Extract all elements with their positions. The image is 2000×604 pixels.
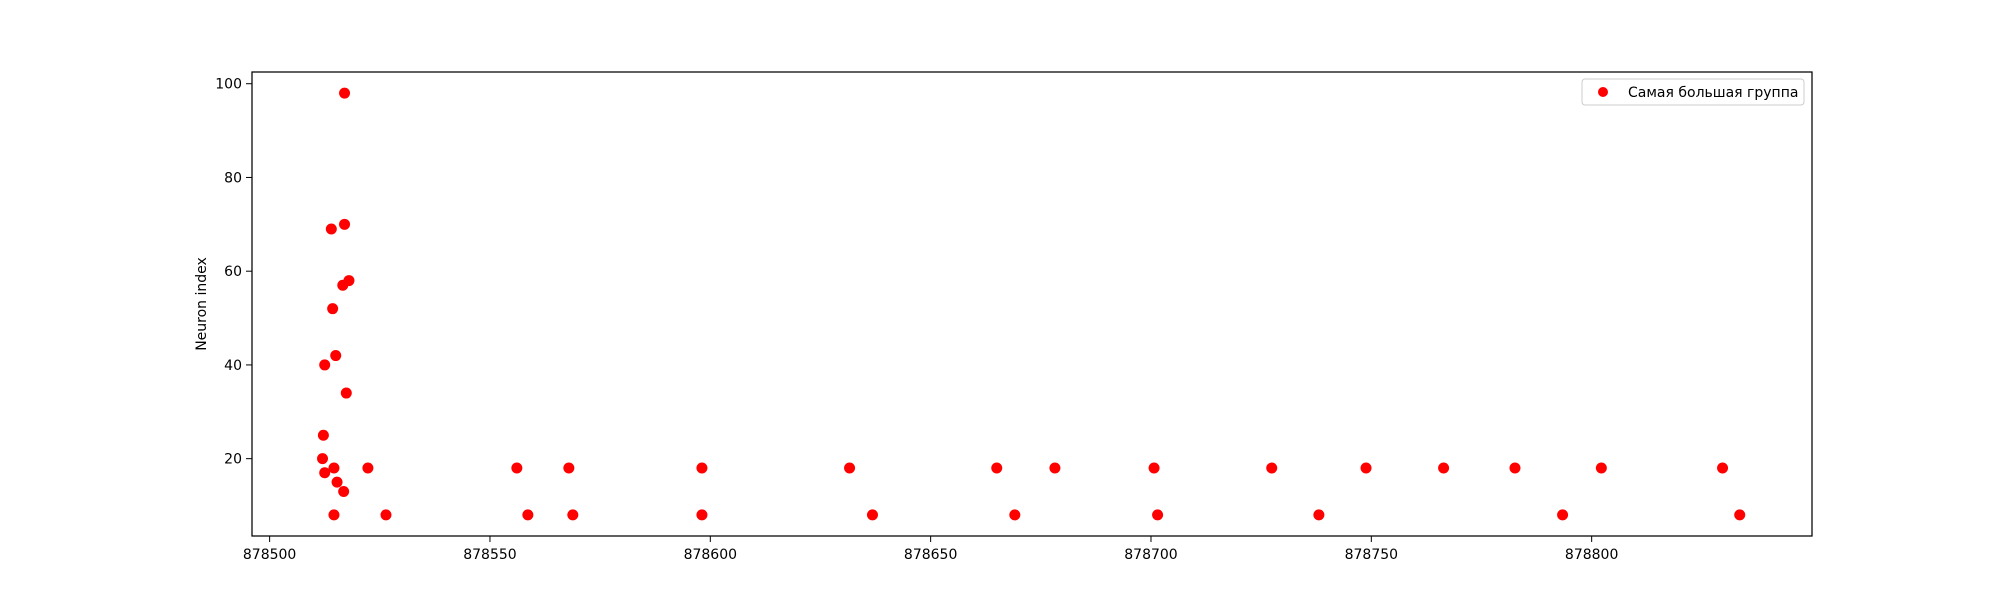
data-point bbox=[696, 462, 708, 474]
data-points bbox=[317, 87, 1746, 521]
data-point bbox=[1595, 462, 1607, 474]
legend: Самая большая группа bbox=[1581, 78, 1805, 106]
x-tick-label: 878800 bbox=[1565, 547, 1618, 563]
data-point bbox=[325, 223, 337, 235]
data-point bbox=[991, 462, 1003, 474]
y-tick-label: 80 bbox=[224, 170, 242, 186]
data-point bbox=[1360, 462, 1372, 474]
data-point bbox=[380, 509, 392, 521]
data-point bbox=[1557, 509, 1569, 521]
data-point bbox=[330, 350, 342, 362]
data-point bbox=[1009, 509, 1021, 521]
data-point bbox=[1509, 462, 1521, 474]
data-point bbox=[511, 462, 523, 474]
data-point bbox=[340, 387, 352, 399]
legend-marker bbox=[1598, 87, 1608, 97]
data-point bbox=[1717, 462, 1729, 474]
data-point bbox=[1734, 509, 1746, 521]
data-point bbox=[1438, 462, 1450, 474]
data-point bbox=[317, 429, 329, 441]
data-point bbox=[563, 462, 575, 474]
data-point bbox=[331, 476, 343, 488]
data-point bbox=[866, 509, 878, 521]
x-tick-label: 878550 bbox=[463, 547, 516, 563]
data-point bbox=[567, 509, 579, 521]
data-point bbox=[327, 303, 339, 315]
y-axis-label: Neuron index bbox=[194, 257, 210, 351]
x-tick-label: 878750 bbox=[1345, 547, 1398, 563]
data-point bbox=[1152, 509, 1164, 521]
data-point bbox=[522, 509, 534, 521]
data-point bbox=[338, 485, 350, 497]
plot-frame bbox=[251, 71, 1813, 537]
data-point bbox=[1266, 462, 1278, 474]
y-tick-label: 60 bbox=[224, 264, 242, 280]
x-tick-label: 878650 bbox=[904, 547, 957, 563]
data-point bbox=[339, 87, 351, 99]
legend-label: Самая большая группа bbox=[1628, 85, 1798, 101]
y-tick-label: 20 bbox=[224, 452, 242, 468]
data-point bbox=[328, 462, 340, 474]
data-point bbox=[1313, 509, 1325, 521]
y-tick-label: 100 bbox=[215, 77, 242, 93]
data-point bbox=[696, 509, 708, 521]
data-point bbox=[343, 275, 355, 287]
data-point bbox=[319, 359, 331, 371]
data-point bbox=[339, 218, 351, 230]
data-point bbox=[1148, 462, 1160, 474]
data-point bbox=[844, 462, 856, 474]
data-point bbox=[362, 462, 374, 474]
y-tick-label: 40 bbox=[224, 358, 242, 374]
x-tick-label: 878700 bbox=[1124, 547, 1177, 563]
legend-box bbox=[1581, 78, 1805, 106]
x-tick-label: 878600 bbox=[684, 547, 737, 563]
axis-ticks: 878500 878550 878600 878650 878700 878750 8788… bbox=[215, 77, 1618, 563]
x-tick-label: 878500 bbox=[243, 547, 296, 563]
data-point bbox=[1049, 462, 1061, 474]
data-point bbox=[317, 453, 329, 465]
data-point bbox=[319, 467, 331, 479]
data-point bbox=[328, 509, 340, 521]
